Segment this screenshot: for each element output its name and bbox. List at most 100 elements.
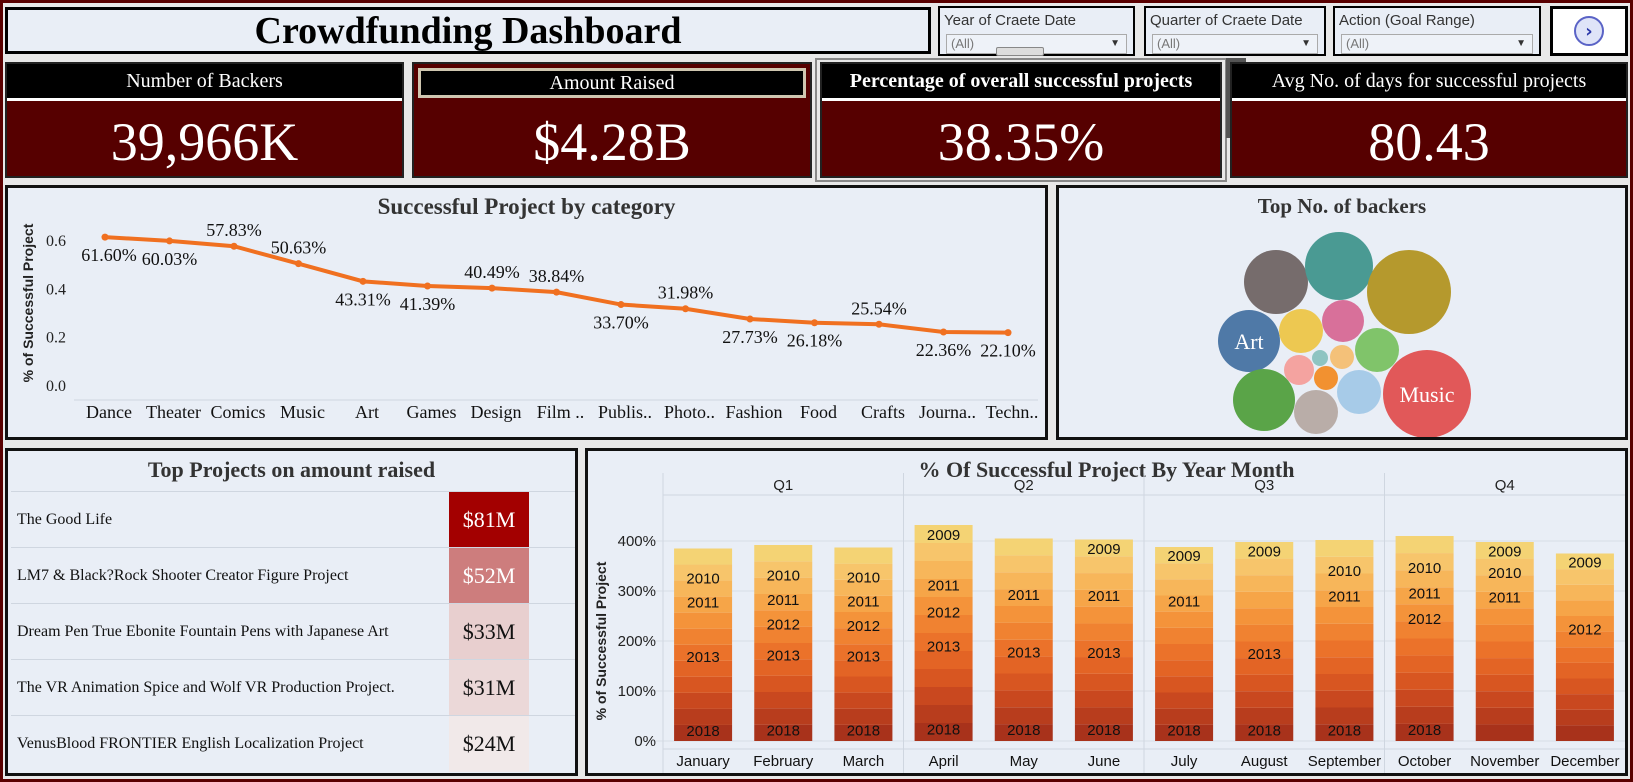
- bar-segment: [1555, 694, 1614, 710]
- bar-segment: [1315, 674, 1374, 691]
- bubble[interactable]: [1305, 232, 1373, 300]
- bar-segment: [1395, 655, 1454, 673]
- y-axis-title: % of Successful Project: [593, 561, 609, 720]
- bar-segment: [1074, 539, 1133, 557]
- y-tick-label: 0.2: [46, 330, 66, 347]
- segment-label: 2010: [1328, 563, 1361, 580]
- data-point: [424, 282, 431, 290]
- segment-label: 2011: [1328, 588, 1360, 605]
- segment-label: 2011: [767, 592, 799, 609]
- chevron-down-icon: ▼: [1301, 38, 1311, 49]
- bar-segment: [1555, 600, 1614, 616]
- bar-segment: [914, 525, 973, 543]
- segment-label: 2010: [1488, 565, 1521, 582]
- filter-goal-range-select[interactable]: (All) ▼: [1341, 34, 1533, 54]
- bubble[interactable]: [1294, 390, 1338, 434]
- bar-segment: [1555, 616, 1614, 632]
- bar-segment: [1555, 725, 1614, 741]
- segment-label: 2013: [927, 639, 960, 656]
- table-row[interactable]: Dream Pen True Ebonite Fountain Pens wit…: [11, 603, 575, 660]
- y-tick-label: 400%: [618, 533, 656, 550]
- bar-segment: [1395, 621, 1454, 639]
- bubble[interactable]: [1383, 350, 1471, 437]
- bubble-chart-panel: Top No. of backers Art Music: [1056, 185, 1628, 440]
- segment-label: 2018: [927, 721, 960, 738]
- project-amount: $24M: [449, 716, 529, 772]
- kpi-success-rate[interactable]: Percentage of overall successful project…: [820, 62, 1222, 178]
- filter-quarter[interactable]: Quarter of Craete Date (All) ▼: [1144, 6, 1326, 56]
- bar-segment: [1074, 573, 1133, 590]
- month-stacked-bar-chart: % of Successful Project 0% 100% 200% 300% 400…: [593, 473, 1625, 773]
- bubble[interactable]: [1355, 328, 1399, 372]
- table-row[interactable]: The VR Animation Spice and Wolf VR Produ…: [11, 659, 575, 716]
- bubble[interactable]: [1312, 350, 1328, 366]
- bar-segment: [834, 547, 893, 564]
- bar-segment: [1155, 563, 1214, 580]
- segment-label: 2018: [1087, 722, 1120, 739]
- category-chart-title: Successful Project by category: [377, 194, 676, 219]
- bubble[interactable]: [1244, 250, 1308, 314]
- bubble[interactable]: [1367, 250, 1451, 334]
- bar-segment: [1235, 641, 1294, 659]
- bar-segment: [994, 690, 1053, 708]
- segment-label: 2012: [847, 618, 880, 635]
- data-point: [1004, 329, 1012, 337]
- segment-label: 2009: [1488, 543, 1521, 560]
- data-label: 27.73%: [722, 327, 778, 347]
- next-dashboard-button[interactable]: ›: [1550, 6, 1628, 56]
- x-tick-label: Dance: [86, 402, 132, 422]
- table-row[interactable]: VenusBlood FRONTIER English Localization…: [11, 715, 575, 772]
- x-tick-label: February: [753, 753, 814, 770]
- segment-label: 2013: [686, 649, 719, 666]
- bar-segment: [994, 707, 1053, 725]
- table-row[interactable]: LM7 & Black?Rock Shooter Creator Figure …: [11, 547, 575, 604]
- filter-quarter-label: Quarter of Craete Date: [1150, 12, 1303, 29]
- bubble[interactable]: [1337, 370, 1381, 414]
- quarter-header: Q2: [1014, 477, 1034, 494]
- bubble[interactable]: [1279, 309, 1323, 353]
- bubble[interactable]: [1322, 300, 1364, 342]
- drag-handle[interactable]: [996, 47, 1044, 56]
- segment-label: 2018: [1408, 722, 1441, 739]
- bar-segment: [1155, 595, 1214, 612]
- bar-segment: [1315, 690, 1374, 708]
- bar-segment: [994, 724, 1053, 741]
- segment-label: 2009: [1248, 543, 1281, 560]
- bar-segment: [834, 692, 893, 709]
- bar-segment: [1395, 587, 1454, 605]
- segment-label: 2013: [1007, 645, 1040, 662]
- kpi-backers: Number of Backers 39,966K: [5, 62, 404, 178]
- chevron-down-icon: ▼: [1516, 38, 1526, 49]
- bubble[interactable]: [1330, 345, 1354, 369]
- bubble[interactable]: [1284, 355, 1314, 385]
- bubble[interactable]: [1218, 310, 1280, 372]
- segment-label: 2011: [1088, 588, 1120, 605]
- bubble[interactable]: [1233, 369, 1295, 431]
- project-amount: $33M: [449, 604, 529, 660]
- kpi-backers-value: 39,966K: [110, 112, 299, 172]
- bar-segment: [1475, 575, 1534, 592]
- data-point: [166, 237, 173, 245]
- data-label: 40.49%: [464, 262, 520, 282]
- data-label: 38.84%: [529, 266, 585, 286]
- bar-segment: [1235, 608, 1294, 625]
- bubble[interactable]: [1314, 366, 1338, 390]
- category-chart-panel: Successful Project by category % of Succ…: [5, 185, 1048, 440]
- bar-segment: [674, 628, 733, 645]
- segment-label: 2011: [1008, 587, 1040, 604]
- table-row[interactable]: The Good Life $81M: [11, 491, 575, 548]
- bar-segment: [674, 612, 733, 629]
- bar-segment: [1395, 553, 1454, 571]
- bar-segment: [674, 564, 733, 581]
- x-tick-label: April: [929, 753, 959, 770]
- bar-segment: [914, 687, 973, 705]
- data-point: [875, 320, 883, 328]
- bar-segment: [994, 606, 1053, 623]
- filter-goal-range-label: Action (Goal Range): [1339, 12, 1475, 29]
- x-tick-label: May: [1010, 753, 1039, 770]
- x-tick-label: Journa..: [919, 402, 976, 422]
- y-tick-label: 0%: [634, 733, 656, 750]
- filter-goal-range[interactable]: Action (Goal Range) (All) ▼: [1333, 6, 1541, 56]
- project-name: The VR Animation Spice and Wolf VR Produ…: [17, 679, 395, 696]
- filter-quarter-select[interactable]: (All) ▼: [1152, 34, 1318, 54]
